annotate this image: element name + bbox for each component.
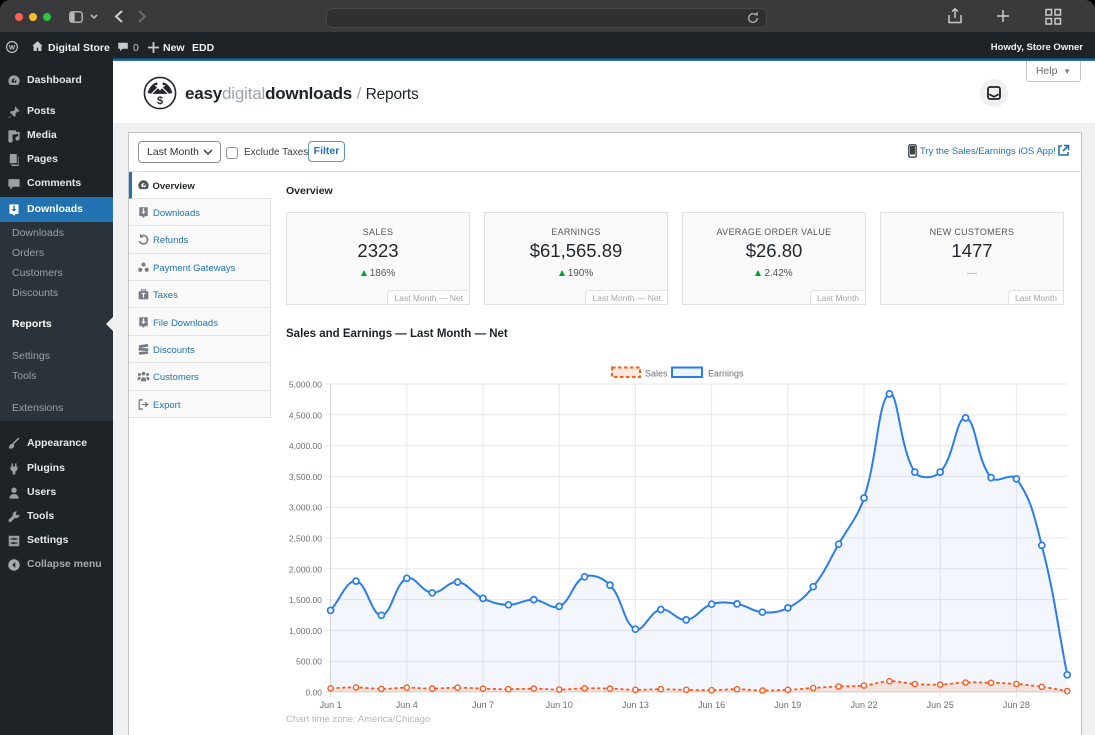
svg-text:500.00: 500.00 bbox=[296, 657, 322, 667]
svg-text:Jun 13: Jun 13 bbox=[622, 700, 649, 710]
svg-text:1,500.00: 1,500.00 bbox=[289, 595, 322, 605]
svg-text:Jun 4: Jun 4 bbox=[396, 700, 418, 710]
svg-text:Jun 28: Jun 28 bbox=[1003, 700, 1030, 710]
svg-text:Jun 7: Jun 7 bbox=[472, 700, 494, 710]
svg-text:3,500.00: 3,500.00 bbox=[289, 472, 322, 482]
svg-text:Earnings: Earnings bbox=[708, 369, 744, 379]
svg-text:3,000.00: 3,000.00 bbox=[289, 503, 322, 513]
svg-text:1,000.00: 1,000.00 bbox=[289, 626, 322, 636]
svg-text:Jun 25: Jun 25 bbox=[927, 700, 954, 710]
svg-text:5,000.00: 5,000.00 bbox=[289, 380, 322, 390]
svg-text:0.00: 0.00 bbox=[305, 688, 322, 698]
svg-text:Jun 16: Jun 16 bbox=[698, 700, 725, 710]
svg-text:Jun 19: Jun 19 bbox=[774, 700, 801, 710]
svg-text:Jun 22: Jun 22 bbox=[850, 700, 877, 710]
svg-text:W: W bbox=[9, 45, 16, 52]
svg-text:2,000.00: 2,000.00 bbox=[289, 564, 322, 574]
svg-text:Jun 10: Jun 10 bbox=[546, 700, 573, 710]
svg-text:4,000.00: 4,000.00 bbox=[289, 441, 322, 451]
svg-text:$: $ bbox=[157, 95, 163, 107]
svg-text:Jun 1: Jun 1 bbox=[320, 700, 342, 710]
svg-text:2,500.00: 2,500.00 bbox=[289, 534, 322, 544]
svg-text:4,500.00: 4,500.00 bbox=[289, 410, 322, 420]
svg-text:Sales: Sales bbox=[645, 369, 668, 379]
